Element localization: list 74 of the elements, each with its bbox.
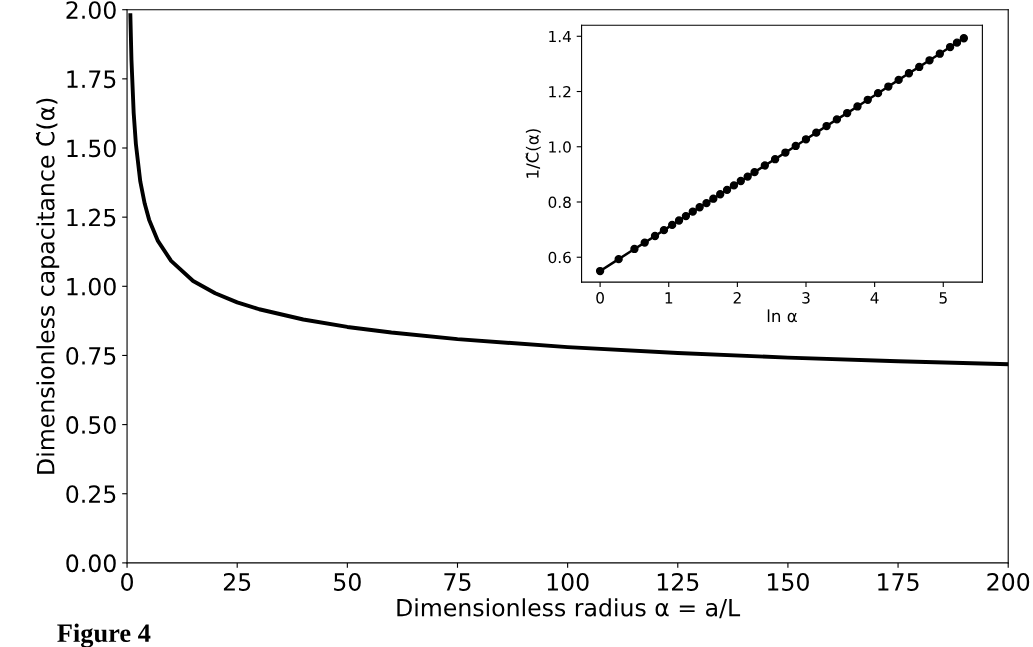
point <box>688 207 697 216</box>
point <box>945 42 955 52</box>
point <box>894 75 903 85</box>
point <box>760 161 769 170</box>
point <box>729 181 739 190</box>
point <box>853 102 862 111</box>
x-tick-label: 2 <box>733 292 741 304</box>
point <box>650 231 660 241</box>
y-tick-label: 0.00 <box>66 554 116 573</box>
point <box>702 198 711 208</box>
point <box>630 244 639 254</box>
point <box>716 190 725 199</box>
point <box>681 211 691 221</box>
point <box>674 216 684 225</box>
x-tick-label: 5 <box>939 292 947 304</box>
y-axis-title: 1/C̃(α) <box>525 129 541 178</box>
x-tick-label: 50 <box>334 573 361 591</box>
point <box>695 203 704 212</box>
point <box>959 34 969 43</box>
x-tick-label: 25 <box>223 573 251 591</box>
x-tick-label: 125 <box>657 573 699 591</box>
x-axis-title: ln α <box>767 309 797 323</box>
point <box>884 82 893 91</box>
x-axis-title: Dimensionless radius α = a/L <box>397 598 741 619</box>
x-tick-label: 1 <box>665 292 673 304</box>
x-tick-label: 0 <box>596 292 604 304</box>
point <box>863 95 872 104</box>
y-tick-label: 0.6 <box>548 251 571 264</box>
x-tick-label: 200 <box>987 573 1030 591</box>
y-tick-label: 1.2 <box>549 85 571 98</box>
point <box>722 185 732 195</box>
x-tick-label: 175 <box>878 573 919 591</box>
y-tick-label: 1.25 <box>67 208 116 227</box>
point <box>640 238 649 247</box>
y-tick-label: 1.50 <box>67 139 116 158</box>
point <box>832 115 842 124</box>
point <box>935 49 944 58</box>
point <box>873 89 883 98</box>
caption: Figure 4 <box>57 623 151 647</box>
point <box>801 135 811 144</box>
point <box>925 56 934 65</box>
y-tick-label: 0.8 <box>548 196 571 209</box>
point <box>904 69 914 78</box>
point <box>668 220 677 230</box>
x-tick-label: 3 <box>802 292 810 304</box>
point <box>709 194 718 203</box>
point <box>743 172 752 181</box>
point <box>915 62 924 72</box>
y-tick-label: 1.0 <box>549 141 571 153</box>
point <box>812 128 821 137</box>
point <box>614 255 623 264</box>
x-tick-label: 100 <box>547 573 589 591</box>
point <box>952 38 962 47</box>
y-axis-title: Dimensionless capacitance C̃(α) <box>35 98 60 474</box>
point <box>770 155 780 164</box>
point <box>791 141 800 151</box>
y-tick-label: 1.4 <box>549 30 571 43</box>
y-tick-label: 1.00 <box>67 277 116 296</box>
point <box>659 226 669 235</box>
y-tick-label: 1.75 <box>67 70 116 89</box>
x-tick-label: 75 <box>444 573 471 591</box>
y-tick-label: 0.75 <box>66 346 116 365</box>
point <box>595 266 605 276</box>
x-tick-label: 150 <box>767 573 809 591</box>
y-tick-label: 2.00 <box>66 1 116 20</box>
y-tick-label: 0.25 <box>66 485 116 504</box>
x-tick-label: 0 <box>121 573 133 591</box>
point <box>750 168 759 177</box>
point <box>843 108 852 118</box>
y-tick-label: 0.50 <box>66 416 116 434</box>
x-tick-label: 4 <box>870 292 879 304</box>
point <box>736 176 745 186</box>
point <box>781 148 790 157</box>
point <box>822 121 831 131</box>
